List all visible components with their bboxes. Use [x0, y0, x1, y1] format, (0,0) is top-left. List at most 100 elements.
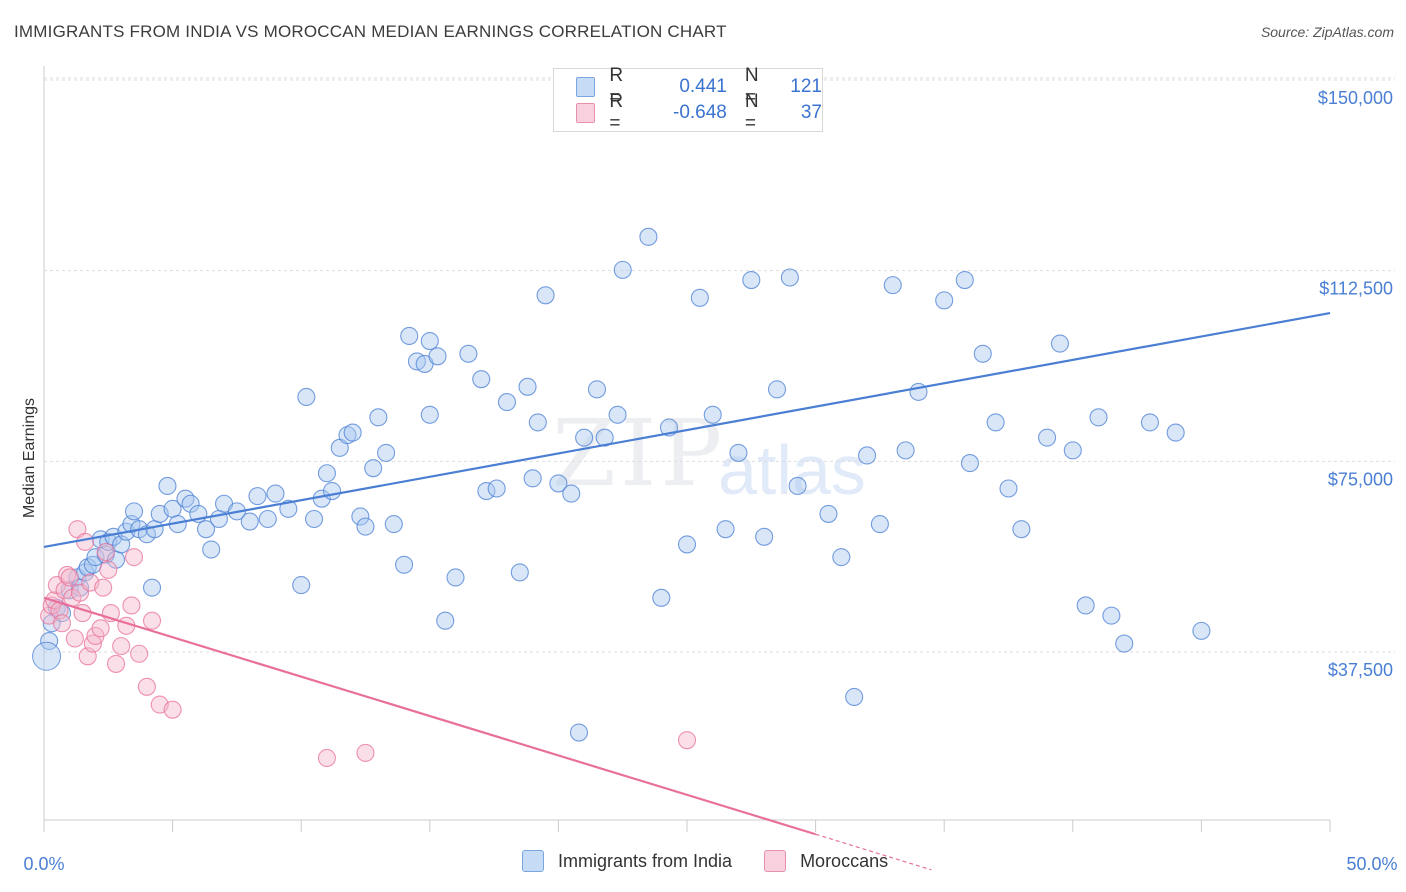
- legend-r-label: R =: [609, 65, 624, 108]
- point-moroccans: [99, 560, 118, 579]
- point-moroccans: [317, 748, 336, 768]
- point-moroccans: [94, 578, 113, 597]
- point-moroccans: [58, 565, 77, 584]
- point-india: [258, 509, 277, 529]
- trend-line-moroccans-extension: [815, 833, 932, 871]
- point-india: [124, 502, 144, 521]
- point-india: [202, 540, 221, 559]
- point-india: [420, 405, 439, 424]
- point-india: [78, 558, 97, 577]
- point-india: [935, 291, 954, 310]
- point-india: [351, 507, 370, 526]
- legend-item-moroccans[interactable]: Moroccans: [764, 850, 888, 872]
- legend-swatch-india: [522, 850, 544, 872]
- watermark-zip: ZIP: [552, 400, 727, 507]
- point-india: [896, 441, 915, 460]
- trend-line-india: [43, 312, 1331, 549]
- point-india: [279, 499, 298, 518]
- point-india: [1038, 428, 1057, 447]
- point-india: [832, 548, 851, 567]
- series-moroccans: [40, 520, 697, 768]
- trend-line-moroccans: [43, 596, 816, 836]
- point-india: [459, 344, 478, 363]
- point-india: [1012, 520, 1031, 539]
- point-india: [400, 326, 419, 346]
- point-india: [384, 515, 403, 534]
- point-india: [1089, 408, 1108, 427]
- point-india: [1102, 606, 1121, 625]
- point-india-cluster: [32, 641, 62, 671]
- chart-title: IMMIGRANTS FROM INDIA VS MOROCCAN MEDIAN…: [14, 22, 727, 41]
- point-moroccans: [112, 637, 131, 656]
- point-india: [788, 476, 807, 496]
- point-moroccans: [65, 629, 84, 648]
- point-india: [86, 548, 105, 567]
- point-india: [549, 474, 568, 493]
- point-india: [819, 504, 838, 523]
- y-tick-label: $75,000: [1328, 469, 1393, 489]
- x-tick-label: 50.0%: [1346, 854, 1397, 874]
- point-india: [446, 568, 465, 587]
- point-india: [248, 487, 267, 506]
- point-moroccans: [106, 654, 126, 673]
- point-india: [652, 588, 671, 607]
- point-india: [562, 484, 581, 503]
- point-india: [477, 481, 496, 501]
- point-india: [510, 563, 529, 582]
- legend-n-label: N =: [744, 65, 759, 108]
- axes: [43, 66, 1331, 832]
- point-india: [158, 476, 177, 496]
- trend-lines: [43, 312, 1331, 871]
- point-india: [608, 405, 627, 424]
- point-india: [145, 520, 164, 539]
- point-moroccans: [91, 619, 110, 638]
- point-india: [338, 426, 357, 445]
- point-india: [857, 446, 877, 465]
- point-india: [240, 512, 259, 531]
- point-moroccans: [142, 611, 162, 630]
- point-india: [755, 527, 774, 546]
- legend-swatch-india: [576, 77, 596, 97]
- legend-n-label: N =: [744, 91, 759, 134]
- point-india: [297, 387, 316, 407]
- legend-r-value: -0.648: [673, 102, 727, 123]
- point-india: [528, 413, 547, 432]
- point-india: [323, 481, 342, 501]
- point-india: [1063, 441, 1082, 460]
- point-moroccans: [60, 568, 79, 587]
- point-india: [1076, 596, 1095, 615]
- point-india: [1050, 334, 1069, 353]
- point-india: [883, 276, 902, 295]
- point-india: [369, 408, 388, 427]
- x-tick-label: 0.0%: [23, 854, 64, 874]
- point-india: [1115, 634, 1134, 653]
- point-moroccans: [76, 532, 95, 551]
- point-india: [395, 555, 414, 574]
- point-india: [181, 494, 200, 513]
- point-india: [343, 423, 362, 442]
- point-moroccans: [122, 596, 141, 615]
- point-india: [639, 227, 658, 246]
- point-india: [960, 454, 979, 473]
- series-legend: Immigrants from India Moroccans: [522, 850, 920, 872]
- point-india: [266, 484, 285, 503]
- point-india: [716, 520, 735, 539]
- point-india: [677, 535, 697, 554]
- point-moroccans: [52, 614, 72, 633]
- point-india: [613, 260, 632, 279]
- point-india: [587, 380, 607, 399]
- point-india: [955, 270, 974, 290]
- legend-row-moroccans: R = -0.648 N = 37: [576, 91, 822, 134]
- point-india: [364, 459, 383, 478]
- legend-item-india[interactable]: Immigrants from India: [522, 850, 732, 872]
- point-india: [569, 723, 589, 742]
- point-moroccans: [137, 677, 156, 696]
- gridlines: [44, 77, 1395, 653]
- point-moroccans: [96, 543, 115, 562]
- point-india: [487, 479, 506, 498]
- legend-label-india: Immigrants from India: [558, 850, 733, 871]
- legend-swatch-moroccans: [576, 103, 596, 123]
- point-india: [142, 578, 162, 597]
- point-india: [1166, 423, 1185, 442]
